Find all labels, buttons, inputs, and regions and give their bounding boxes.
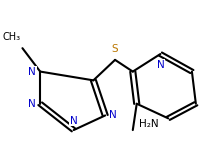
Text: N: N (157, 60, 164, 70)
Text: N: N (109, 110, 117, 120)
Text: S: S (112, 44, 118, 54)
Text: N: N (29, 99, 36, 109)
Text: N: N (70, 116, 78, 126)
Text: H₂N: H₂N (139, 119, 158, 129)
Text: N: N (29, 67, 36, 77)
Text: CH₃: CH₃ (2, 32, 20, 42)
